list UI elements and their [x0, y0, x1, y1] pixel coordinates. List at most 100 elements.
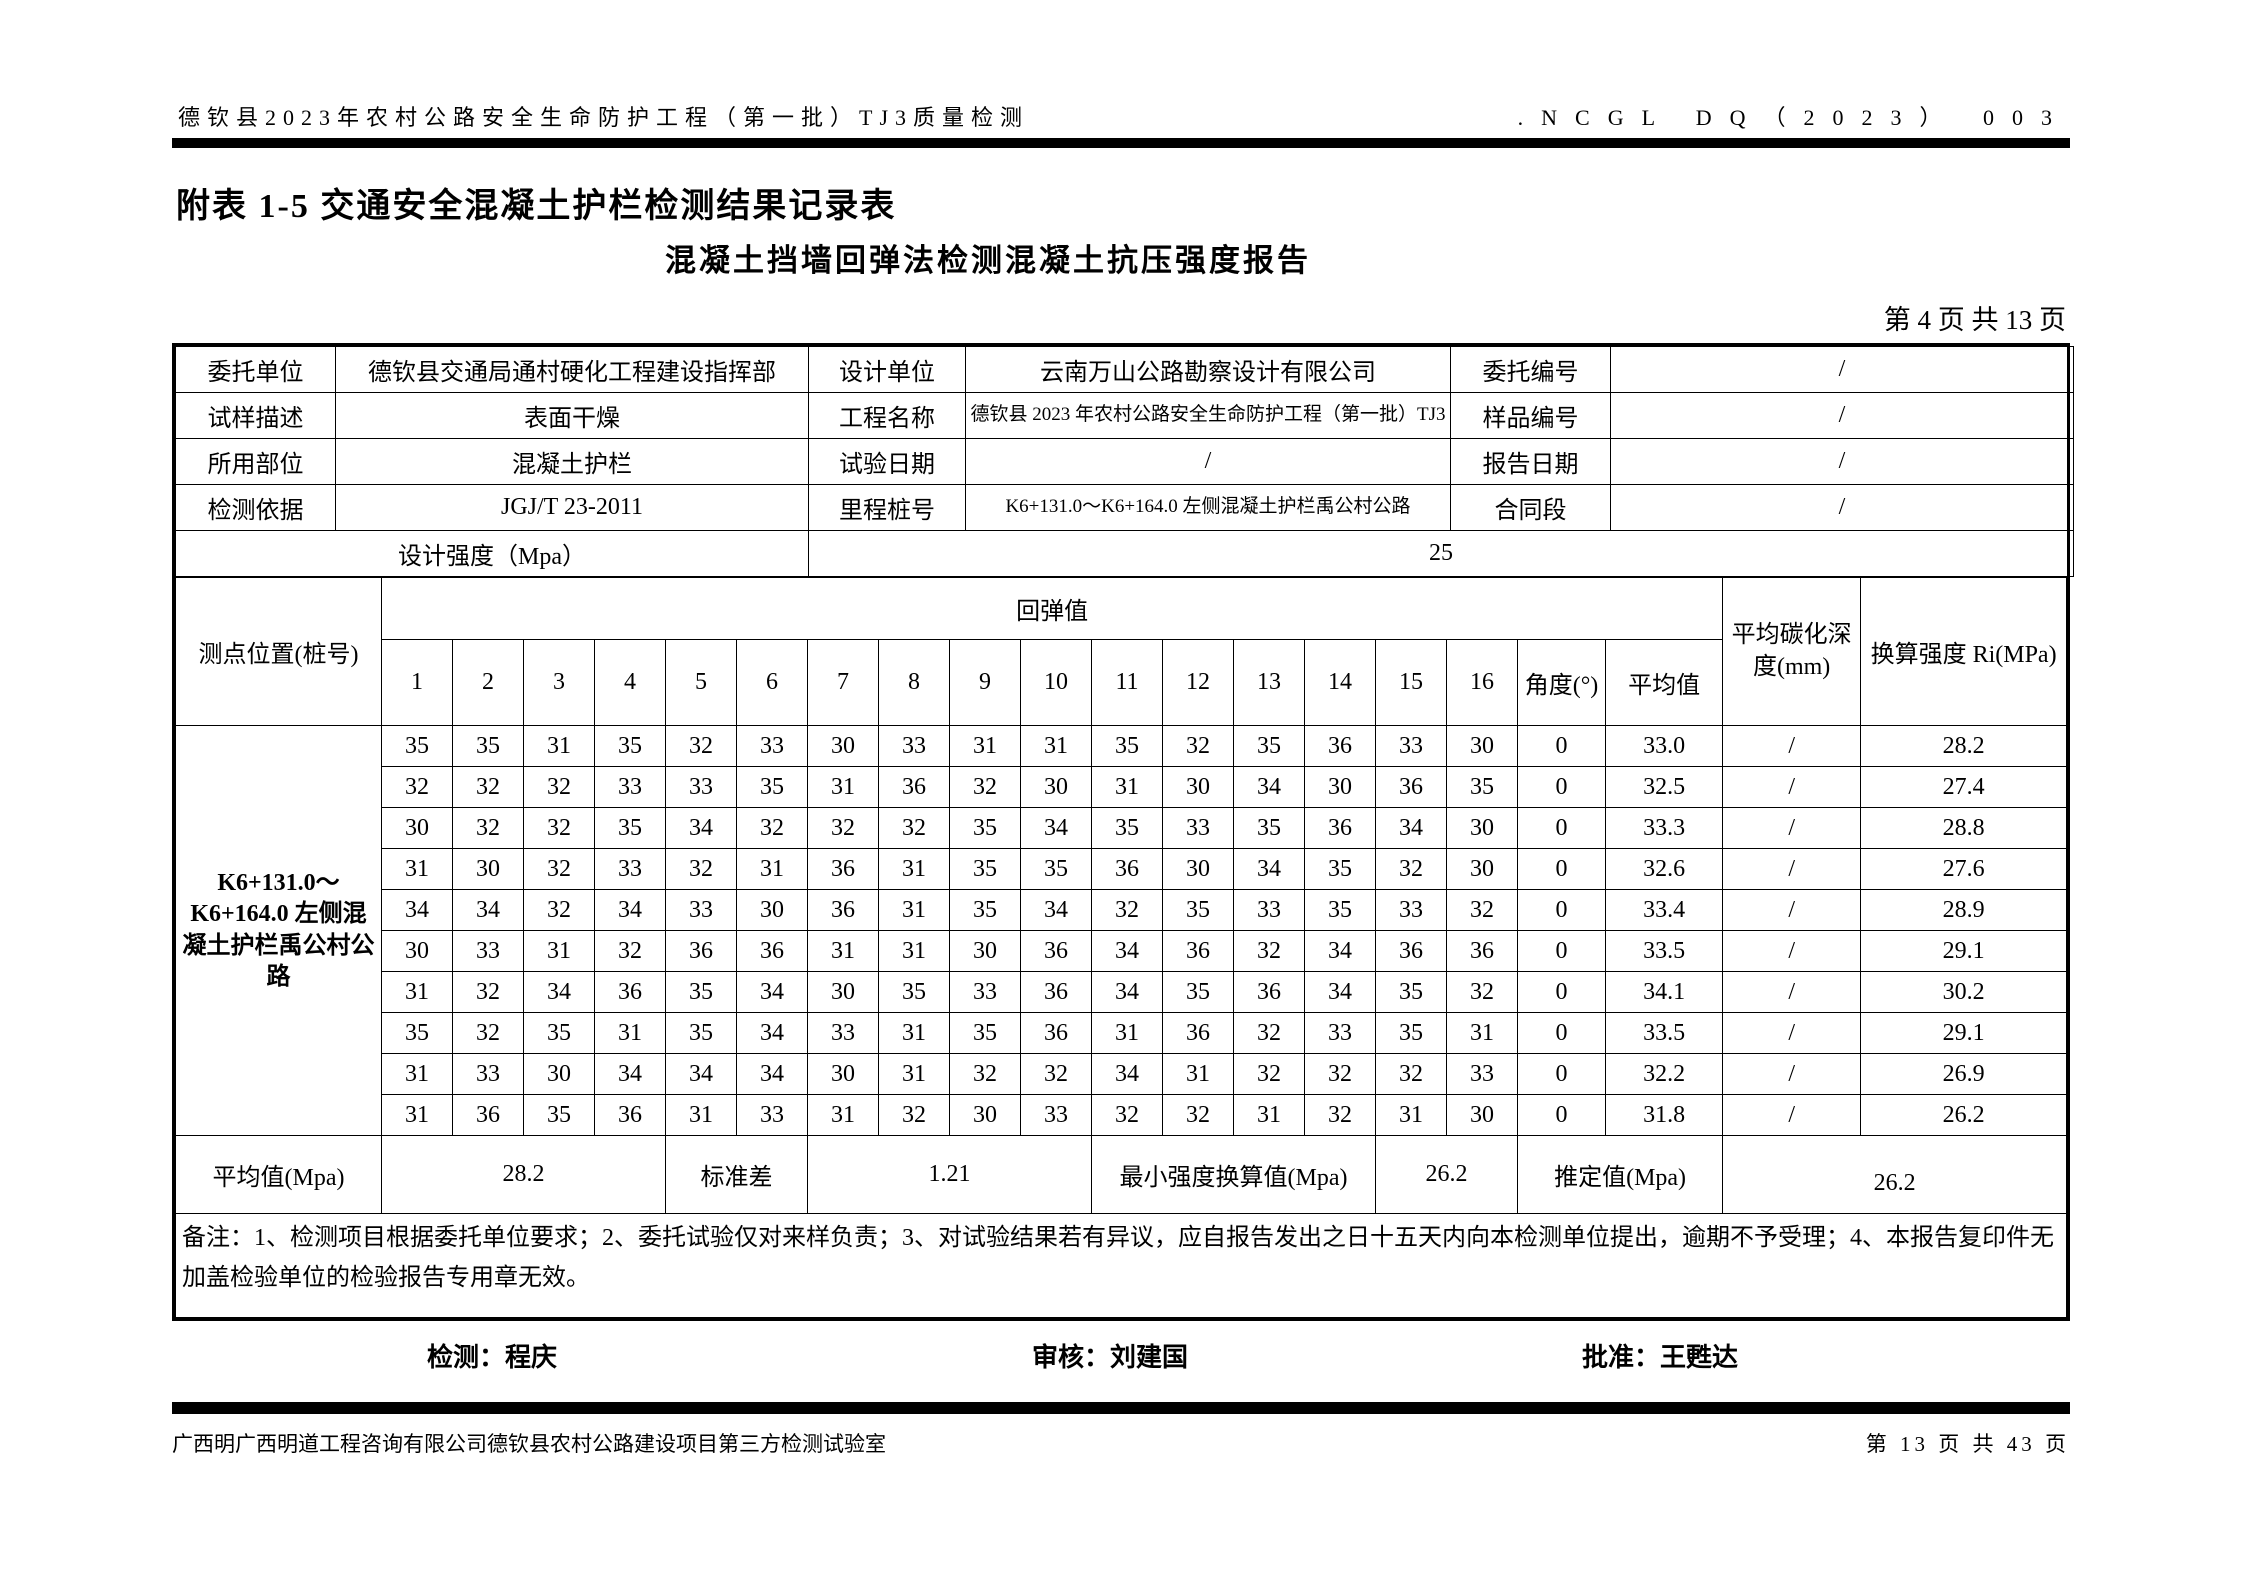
rebound-value-cell: 36 [736, 930, 808, 972]
rebound-value-cell: 30 [381, 807, 453, 849]
rebound-value-cell: 34 [736, 1012, 808, 1054]
rebound-value-cell: 31 [878, 848, 950, 890]
rebound-value-cell: 33 [1304, 1012, 1376, 1054]
summary-cell: 1.21 [807, 1135, 1092, 1214]
rebound-value-cell: 31 [1162, 1053, 1234, 1095]
rebound-table-footer: 平均值(Mpa) 28.2 标准差 1.21 最小强度换算值(Mpa) 26.2 推定值(M… [175, 1135, 2067, 1318]
rebound-value-cell: 30 [807, 1053, 879, 1095]
rebound-value-cell: 35 [949, 1012, 1021, 1054]
rebound-value-cell: 34 [523, 971, 595, 1013]
rebound-value-cell: 36 [1091, 848, 1163, 890]
data-row: 31 36 35 36 31 33 31 32 30 33 32 32 31 32 31 30 0 31.8/26… [176, 1094, 2067, 1136]
rebound-value-cell: 33 [665, 766, 737, 808]
rebound-value-cell: 30 [452, 848, 524, 890]
rebound-value-cell: 33 [452, 930, 524, 972]
rebound-value-cell: 36 [665, 930, 737, 972]
rebound-value-cell: 32 [878, 807, 950, 849]
column-number-cell: 15 [1375, 639, 1447, 726]
rebound-value-cell: 31 [878, 930, 950, 972]
rebound-value-cell: 33 [1233, 889, 1305, 931]
location-cell: K6+131.0～K6+164.0 左侧混凝土护栏禹公村公路 [175, 725, 382, 1136]
strength-cell: 26.2 [1860, 1094, 2067, 1136]
strength-cell: 27.6 [1860, 848, 2067, 890]
summary-cell: 28.2 [381, 1135, 666, 1214]
info-row: 检测依据 JGJ/T 23-2011 里程桩号 K6+131.0～K6+164.0 左… [175, 484, 2074, 531]
rebound-value-cell: 32 [1162, 725, 1234, 767]
rebound-value-cell: 35 [594, 725, 666, 767]
rebound-value-cell: 31 [736, 848, 808, 890]
rebound-value-cell: 35 [1375, 1012, 1447, 1054]
info-value: / [1610, 438, 2074, 485]
rebound-value-cell: 34 [1091, 930, 1163, 972]
rebound-value-cell: 32 [452, 1012, 524, 1054]
rebound-value-cell: 36 [1162, 930, 1234, 972]
report-title: 混凝土挡墙回弹法检测混凝土抗压强度报告 [665, 243, 1311, 278]
design-strength-label: 设计强度（Mpa） [175, 530, 809, 577]
rebound-value-cell: 33 [807, 1012, 879, 1054]
report-table: 委托单位 德钦县交通局通村硬化工程建设指挥部 设计单位 云南万山公路勘察设计有限公司委… [172, 343, 2074, 1321]
rebound-value-cell: 32 [1233, 1053, 1305, 1095]
data-row: 31 30 32 33 32 31 36 31 35 35 36 30 34 35 32 30 0 32.6/27… [176, 848, 2067, 890]
column-header-angle: 角度(°) [1517, 639, 1606, 726]
rebound-value-cell: 32 [665, 848, 737, 890]
rebound-value-cell: 31 [1091, 1012, 1163, 1054]
rebound-value-cell: 32 [949, 1053, 1021, 1095]
rebound-data-rows: K6+131.0～K6+164.0 左侧混凝土护栏禹公村公路 35 35 31 35 32… [175, 725, 2067, 1136]
column-number-cell: 4 [594, 639, 666, 726]
rebound-value-cell: 30 [1446, 1094, 1518, 1136]
rebound-value-cell: 35 [1233, 725, 1305, 767]
rebound-value-cell: 32 [523, 766, 595, 808]
rebound-value-cell: 32 [452, 971, 524, 1013]
angle-cell: 0 [1517, 1094, 1606, 1136]
info-value: / [1610, 484, 2074, 531]
column-number-cell: 7 [807, 639, 879, 726]
rebound-value-cell: 30 [1020, 766, 1092, 808]
rebound-value-cell: 34 [1304, 930, 1376, 972]
info-label: 试样描述 [175, 392, 336, 439]
rebound-value-cell: 33 [1375, 725, 1447, 767]
rebound-value-cell: 35 [1162, 971, 1234, 1013]
rebound-value-cell: 32 [1375, 848, 1447, 890]
summary-cell: 26.2 [1375, 1135, 1518, 1214]
rebound-value-cell: 32 [452, 807, 524, 849]
column-number-cell: 1 [381, 639, 453, 726]
rebound-value-cell: 34 [594, 1053, 666, 1095]
rebound-value-cell: 30 [807, 971, 879, 1013]
rebound-value-cell: 31 [1020, 725, 1092, 767]
rebound-value-cell: 30 [1162, 766, 1234, 808]
info-label: 设计单位 [808, 346, 966, 393]
info-label: 检测依据 [175, 484, 336, 531]
info-value: / [1610, 346, 2074, 393]
column-number-cell: 5 [665, 639, 737, 726]
info-label: 所用部位 [175, 438, 336, 485]
info-value: / [1610, 392, 2074, 439]
page-indicator: 第 4 页 共 13 页 [1883, 305, 2066, 335]
rebound-value-cell: 33 [736, 1094, 808, 1136]
column-number-cell: 12 [1162, 639, 1234, 726]
rebound-value-cell: 32 [1304, 1094, 1376, 1136]
rebound-value-cell: 30 [949, 1094, 1021, 1136]
rebound-value-cell: 33 [878, 725, 950, 767]
rebound-value-cell: 31 [878, 889, 950, 931]
rebound-value-cell: 34 [1091, 1053, 1163, 1095]
rebound-value-cell: 33 [1446, 1053, 1518, 1095]
design-strength-row: 设计强度（Mpa） 25 [175, 530, 2074, 577]
info-label: 里程桩号 [808, 484, 966, 531]
rebound-value-cell: 34 [381, 889, 453, 931]
angle-cell: 0 [1517, 725, 1606, 767]
average-cell: 32.5 [1604, 766, 1724, 808]
rebound-value-cell: 34 [736, 1053, 808, 1095]
rebound-value-cell: 30 [523, 1053, 595, 1095]
rebound-value-cell: 31 [878, 1053, 950, 1095]
rebound-value-cell: 31 [523, 725, 595, 767]
tester-signature: 检测：程庆 [427, 1343, 558, 1372]
column-number-cell: 3 [523, 639, 595, 726]
rebound-value-cell: 32 [1020, 1053, 1092, 1095]
strength-cell: 29.1 [1860, 930, 2067, 972]
footer-lab-name: 广西明广西明道工程咨询有限公司德钦县农村公路建设项目第三方检测试验室 [172, 1432, 886, 1456]
angle-cell: 0 [1517, 766, 1606, 808]
rebound-value-cell: 31 [1233, 1094, 1305, 1136]
strength-cell: 28.8 [1860, 807, 2067, 849]
angle-cell: 0 [1517, 807, 1606, 849]
column-number-cell: 13 [1233, 639, 1305, 726]
